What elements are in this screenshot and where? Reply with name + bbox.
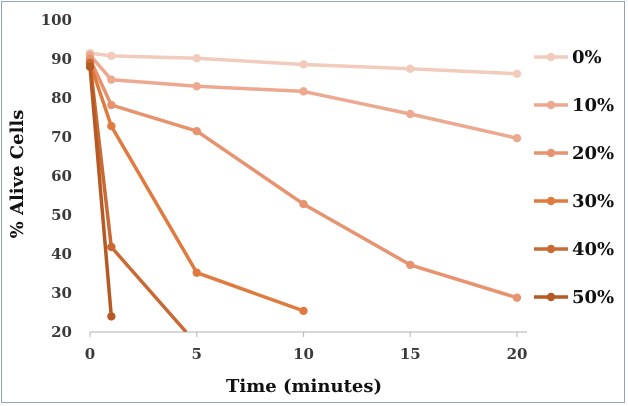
y-tick-label: 100 (41, 11, 72, 29)
y-tick-label: 20 (51, 323, 72, 341)
legend-marker-10pct (546, 100, 556, 110)
data-point-0pct (192, 54, 201, 63)
x-tick-label: 10 (293, 345, 314, 363)
data-point-0pct (406, 64, 415, 73)
y-axis-title: % Alive Cells (7, 110, 28, 239)
x-tick-label: 15 (400, 345, 421, 363)
data-point-30pct (192, 268, 201, 277)
data-point-20pct (192, 126, 201, 136)
data-point-20pct (299, 199, 308, 209)
legend-label-0pct: 0% (572, 47, 602, 68)
data-point-10pct (299, 87, 308, 96)
y-tick-label: 60 (51, 167, 72, 185)
y-tick-label: 50 (51, 206, 72, 224)
series-line-30pct (88, 62, 305, 313)
legend-marker-0pct (546, 52, 556, 62)
data-point-10pct (192, 82, 201, 91)
legend-label-40pct: 40% (572, 239, 614, 260)
data-point-20pct (512, 293, 522, 302)
x-axis-title: Time (minutes) (226, 376, 382, 397)
legend-marker-30pct (546, 196, 556, 206)
legend-label-50pct: 50% (572, 287, 614, 308)
data-point-20pct (406, 260, 415, 270)
data-point-0pct (512, 69, 522, 79)
legend-marker-50pct (546, 292, 556, 302)
x-tick-label: 20 (507, 345, 528, 363)
data-point-10pct (512, 133, 522, 143)
x-tick-label: 5 (192, 345, 202, 363)
y-tick-label: 90 (51, 50, 72, 68)
data-point-40pct (107, 242, 116, 252)
y-tick-label: 70 (51, 128, 72, 146)
data-point-30pct (299, 306, 308, 316)
data-point-0pct (299, 60, 308, 69)
y-tick-label: 40 (51, 245, 72, 263)
data-point-50pct (107, 312, 116, 321)
legend-label-20pct: 20% (572, 143, 614, 164)
legend-label-10pct: 10% (572, 95, 614, 116)
data-point-10pct (406, 109, 415, 119)
series-layer (85, 48, 522, 332)
legend-marker-20pct (546, 148, 556, 158)
data-point-10pct (107, 75, 116, 84)
axes: 20 30 40 50 60 70 80 90 100 0 5 10 15 20 (41, 11, 528, 363)
legend-label-30pct: 30% (572, 191, 614, 212)
series-line-20pct (88, 58, 518, 300)
y-tick-label: 30 (51, 284, 72, 302)
legend: 0% 10% 20% 30% 40% 50% (534, 47, 614, 308)
series-line-50pct (88, 66, 114, 317)
data-point-0pct (107, 51, 116, 61)
y-tick-label: 80 (51, 89, 72, 107)
legend-marker-40pct (546, 244, 556, 254)
x-tick-label: 0 (85, 345, 95, 363)
data-point-30pct (107, 121, 116, 131)
data-point-50pct (85, 62, 95, 71)
data-point-20pct (107, 100, 116, 110)
plot-area (85, 48, 522, 332)
series-line-10pct (88, 53, 518, 140)
